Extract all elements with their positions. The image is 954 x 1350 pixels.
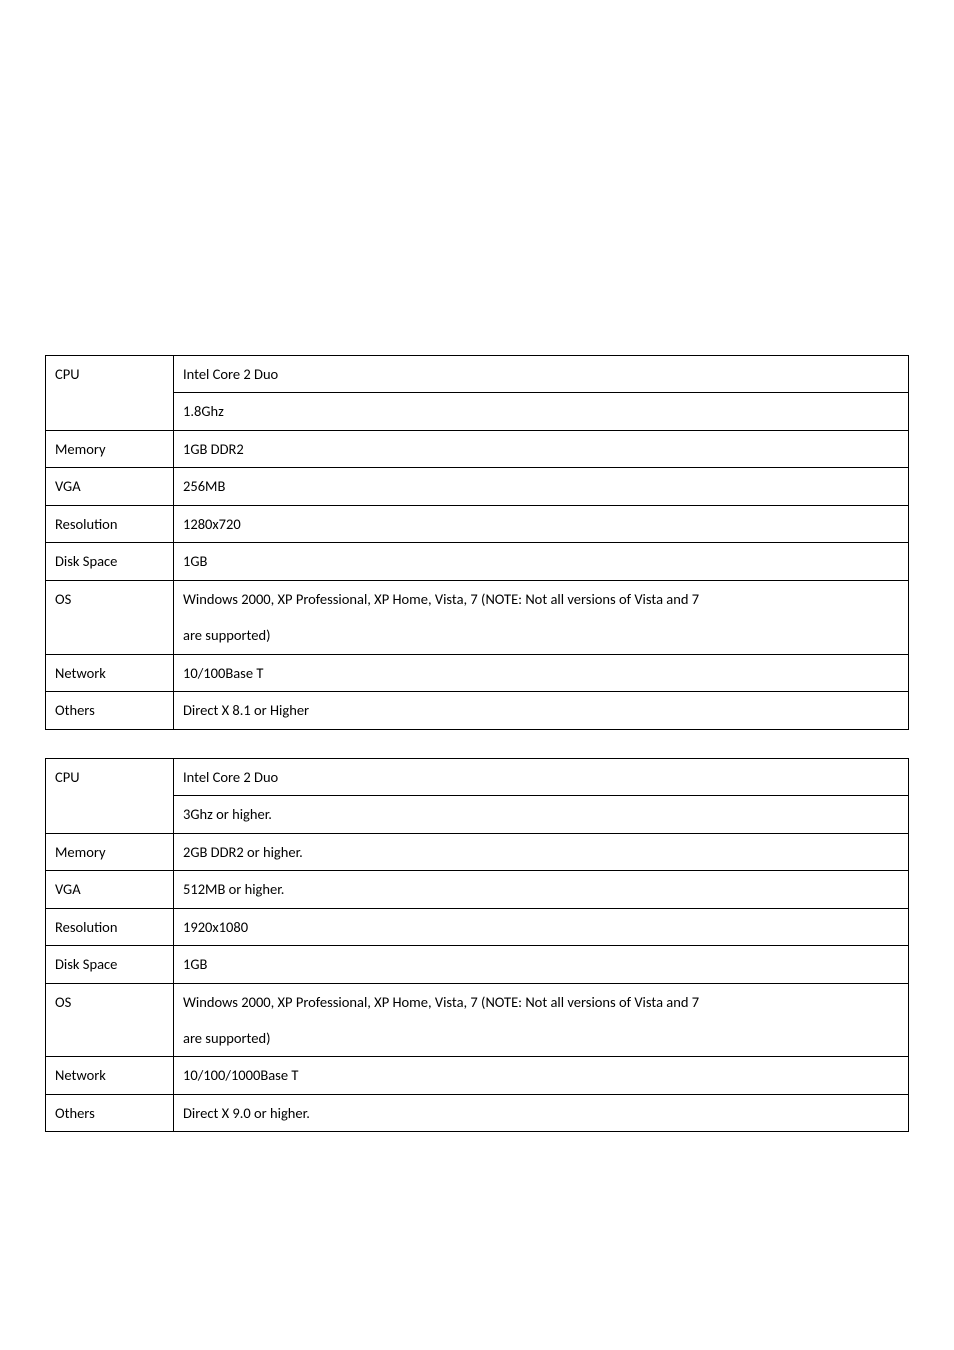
table-row: Memory 1GB DDR2	[46, 430, 909, 467]
specs-table-2: CPU Intel Core 2 Duo 3Ghz or higher. Mem…	[45, 758, 909, 1133]
table-row: are supported)	[46, 1020, 909, 1057]
table-row: OS Windows 2000, XP Professional, XP Hom…	[46, 580, 909, 617]
cell-label: OS	[46, 983, 174, 1057]
cell-value: Intel Core 2 Duo	[174, 356, 909, 393]
table-row: Disk Space 1GB	[46, 543, 909, 580]
cell-value: 1920x1080	[174, 908, 909, 945]
cell-value-line2: are supported)	[174, 1020, 909, 1057]
table-row: Network 10/100Base T	[46, 654, 909, 691]
cell-value: 10/100/1000Base T	[174, 1057, 909, 1094]
table-row: Resolution 1280x720	[46, 505, 909, 542]
cell-value: 512MB or higher.	[174, 871, 909, 908]
cell-label: Resolution	[46, 908, 174, 945]
cell-label: Network	[46, 1057, 174, 1094]
cell-label: VGA	[46, 468, 174, 505]
table-row: CPU Intel Core 2 Duo	[46, 356, 909, 393]
specs-table-1: CPU Intel Core 2 Duo 1.8Ghz Memory 1GB D…	[45, 355, 909, 730]
cell-label: Network	[46, 654, 174, 691]
table-row: 3Ghz or higher.	[46, 796, 909, 833]
table-row: are supported)	[46, 617, 909, 654]
cell-label: Memory	[46, 833, 174, 870]
cell-value: Intel Core 2 Duo	[174, 758, 909, 795]
cell-value: Direct X 8.1 or Higher	[174, 692, 909, 729]
cell-label: Disk Space	[46, 946, 174, 983]
cell-value-line1: Windows 2000, XP Professional, XP Home, …	[174, 983, 909, 1020]
cell-value: 1GB	[174, 946, 909, 983]
cell-value: 3Ghz or higher.	[174, 796, 909, 833]
cell-value: 1GB DDR2	[174, 430, 909, 467]
table-row: VGA 256MB	[46, 468, 909, 505]
table-row: Memory 2GB DDR2 or higher.	[46, 833, 909, 870]
cell-value: 10/100Base T	[174, 654, 909, 691]
cell-value: 1GB	[174, 543, 909, 580]
cell-label: OS	[46, 580, 174, 654]
table-row: Network 10/100/1000Base T	[46, 1057, 909, 1094]
cell-label: Others	[46, 692, 174, 729]
cell-value: 2GB DDR2 or higher.	[174, 833, 909, 870]
cell-value: 1280x720	[174, 505, 909, 542]
table-row: VGA 512MB or higher.	[46, 871, 909, 908]
table-row: Others Direct X 9.0 or higher.	[46, 1094, 909, 1131]
table-row: Resolution 1920x1080	[46, 908, 909, 945]
table-row: Disk Space 1GB	[46, 946, 909, 983]
cell-label: CPU	[46, 356, 174, 431]
cell-label: Disk Space	[46, 543, 174, 580]
cell-label: Resolution	[46, 505, 174, 542]
table-row: 1.8Ghz	[46, 393, 909, 430]
cell-label: CPU	[46, 758, 174, 833]
cell-value: Direct X 9.0 or higher.	[174, 1094, 909, 1131]
table-row: OS Windows 2000, XP Professional, XP Hom…	[46, 983, 909, 1020]
cell-value-line2: are supported)	[174, 617, 909, 654]
table-row: Others Direct X 8.1 or Higher	[46, 692, 909, 729]
cell-value: 1.8Ghz	[174, 393, 909, 430]
cell-label: VGA	[46, 871, 174, 908]
cell-value-line1: Windows 2000, XP Professional, XP Home, …	[174, 580, 909, 617]
table-row: CPU Intel Core 2 Duo	[46, 758, 909, 795]
cell-label: Others	[46, 1094, 174, 1131]
cell-label: Memory	[46, 430, 174, 467]
cell-value: 256MB	[174, 468, 909, 505]
